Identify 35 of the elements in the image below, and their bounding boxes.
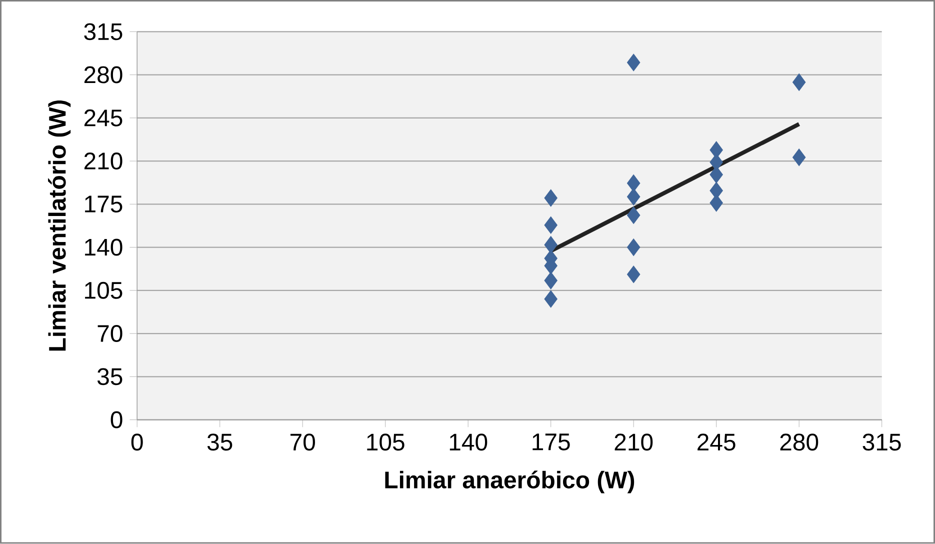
point xyxy=(626,206,640,224)
y-axis-title: Limiar ventilatório (W) xyxy=(48,100,71,351)
point xyxy=(710,166,723,184)
y-tick-label: 315 xyxy=(84,23,122,40)
y-tick-label: 35 xyxy=(97,368,122,386)
x-axis-title: Limiar anaeróbico (W) xyxy=(385,470,634,494)
x-tick-label: 105 xyxy=(367,434,404,451)
point xyxy=(544,236,558,254)
y-tick-label: 245 xyxy=(84,110,122,127)
point xyxy=(544,290,558,308)
y-tick-label: 140 xyxy=(85,238,122,256)
point xyxy=(544,272,558,290)
y-tick-label: 0 xyxy=(110,411,122,428)
y-tick-label: 280 xyxy=(84,66,122,84)
x-tick-label: 315 xyxy=(862,434,901,451)
x-tick-label: 70 xyxy=(290,434,315,451)
x-tick-label: 0 xyxy=(131,434,143,451)
y-tick-label: 175 xyxy=(85,196,122,213)
x-tick-label: 140 xyxy=(450,434,488,451)
x-tick-label: 210 xyxy=(614,434,653,451)
y-tick-label: 105 xyxy=(85,282,122,300)
point xyxy=(626,266,640,284)
x-tick-label: 175 xyxy=(532,434,570,450)
point xyxy=(626,188,640,206)
x-tick-label: 280 xyxy=(780,434,818,451)
point xyxy=(544,216,558,234)
point xyxy=(626,54,640,72)
point xyxy=(792,148,806,166)
point xyxy=(544,189,558,207)
point xyxy=(626,238,640,256)
y-tick-label: 70 xyxy=(98,325,122,342)
y-tick-label: 210 xyxy=(84,152,122,170)
point xyxy=(792,74,806,91)
x-tick-label: 245 xyxy=(698,434,736,451)
x-tick-label: 35 xyxy=(207,434,232,451)
